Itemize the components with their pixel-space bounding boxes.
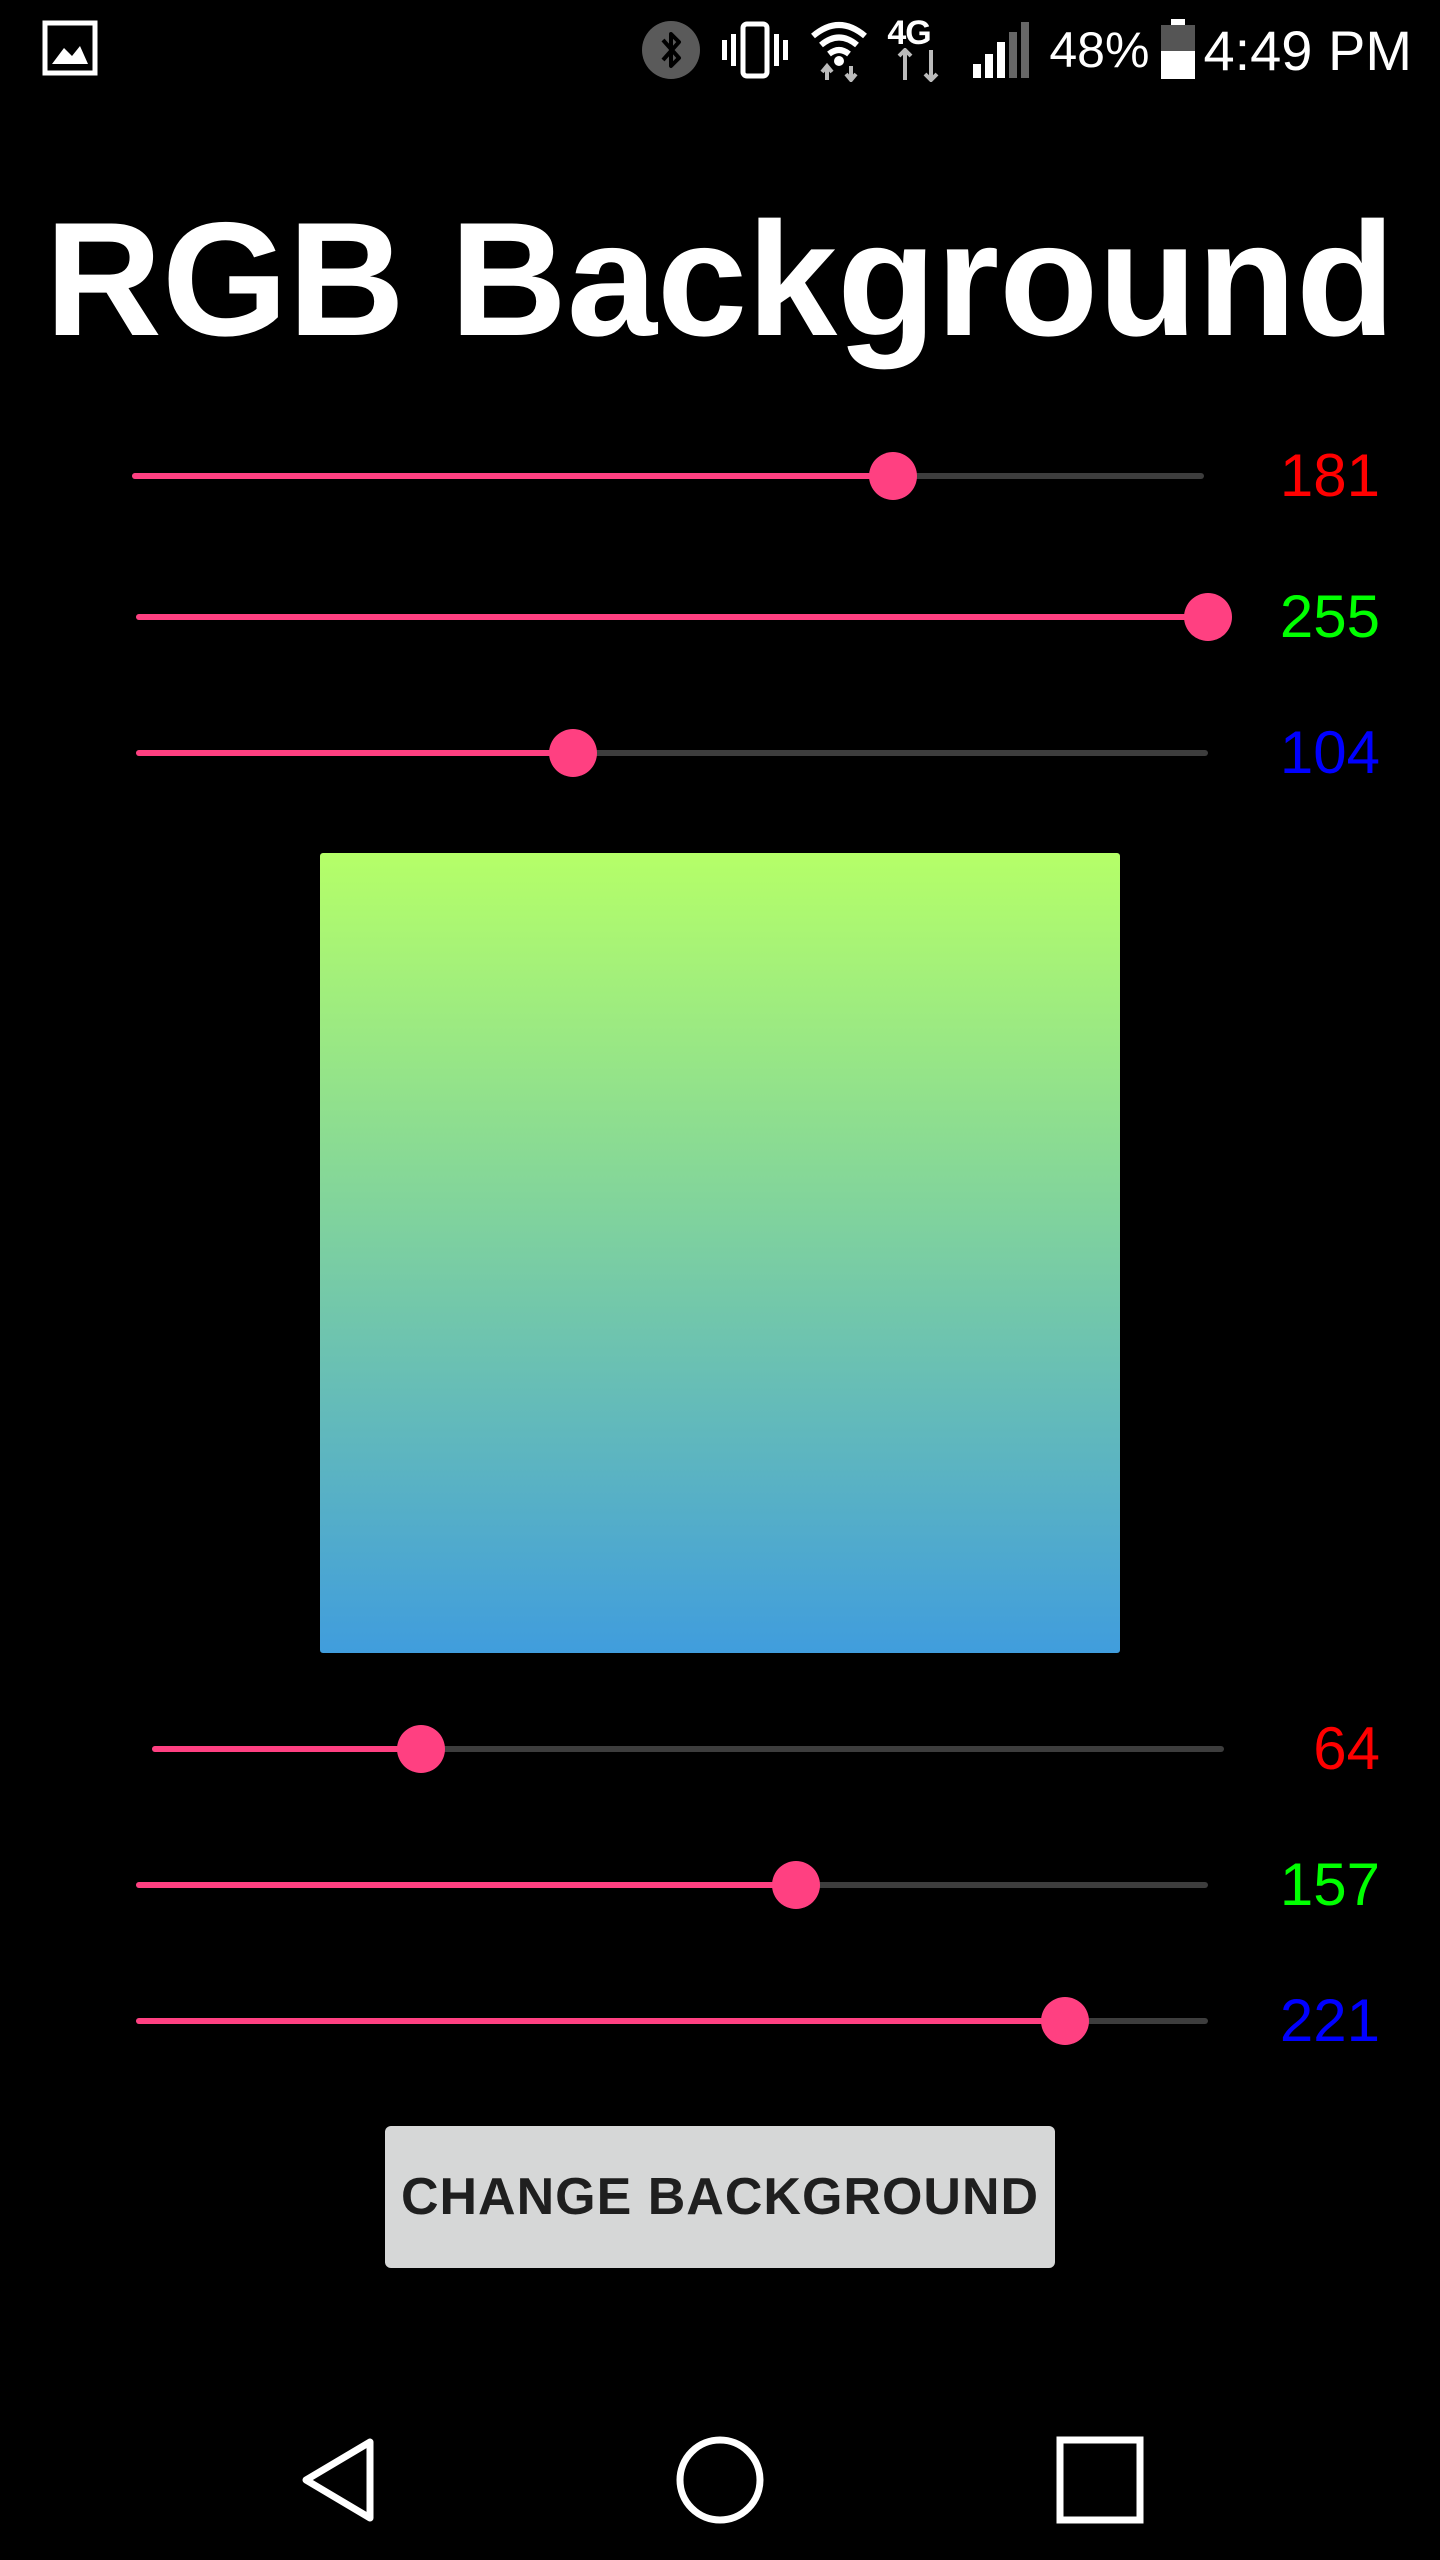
top-red-value: 181 (1279, 442, 1380, 509)
lte-icon: 4G (887, 14, 953, 82)
bluetooth-icon (642, 21, 701, 79)
home-icon (676, 2436, 764, 2524)
page-title: RGB Background (44, 189, 1396, 370)
navigation-bar (0, 2390, 1440, 2560)
slider-thumb[interactable] (397, 1725, 446, 1773)
status-bar: 4G 48% 4:49 PM (0, 0, 1440, 100)
bottom-blue-slider[interactable] (136, 1981, 1208, 2061)
gallery-icon (42, 20, 98, 76)
change-background-button[interactable]: CHANGE BACKGROUND (385, 2126, 1055, 2268)
bottom-blue-value: 221 (1279, 1987, 1380, 2054)
slider-track (152, 1746, 1224, 1752)
top-green-slider[interactable] (136, 577, 1232, 657)
slider-fill (136, 750, 574, 756)
slider-thumb[interactable] (1041, 1997, 1090, 2045)
status-icons: 4G 48% 4:49 PM (641, 14, 1412, 86)
bottom-red-row: 64 (0, 1709, 1440, 1789)
top-blue-slider[interactable] (136, 713, 1208, 793)
home-button[interactable] (660, 2420, 780, 2540)
slider-fill (136, 2018, 1066, 2024)
bottom-red-slider[interactable] (152, 1709, 1224, 1789)
lte-label: 4G (887, 14, 931, 52)
slider-thumb[interactable] (772, 1861, 821, 1909)
battery-percent: 48% (1049, 22, 1150, 78)
bottom-blue-row: 221 (0, 1981, 1440, 2061)
slider-fill (136, 614, 1208, 620)
top-green-row: 255 (0, 577, 1440, 657)
back-button[interactable] (280, 2420, 400, 2540)
back-icon (302, 2438, 374, 2522)
top-red-row: 181 (0, 436, 1440, 516)
recents-button[interactable] (1040, 2420, 1160, 2540)
gradient-preview (320, 853, 1120, 1653)
clock: 4:49 PM (1203, 18, 1412, 82)
slider-track (136, 750, 1208, 756)
battery-icon (1161, 19, 1196, 79)
slider-fill (132, 473, 893, 479)
recents-icon (1056, 2436, 1144, 2524)
slider-fill (136, 1882, 797, 1888)
top-red-slider[interactable] (132, 436, 1204, 516)
bottom-green-slider[interactable] (136, 1845, 1208, 1925)
bottom-green-row: 157 (0, 1845, 1440, 1925)
slider-thumb[interactable] (1184, 593, 1232, 641)
slider-thumb[interactable] (868, 452, 917, 500)
signal-icon (973, 22, 1030, 78)
wifi-icon (811, 22, 868, 82)
top-green-value: 255 (1279, 583, 1380, 650)
slider-fill (152, 1746, 422, 1752)
vibrate-icon (722, 21, 789, 79)
bottom-red-value: 64 (1313, 1715, 1380, 1782)
top-blue-row: 104 (0, 713, 1440, 793)
slider-thumb[interactable] (549, 729, 598, 777)
bottom-green-value: 157 (1279, 1851, 1380, 1918)
top-blue-value: 104 (1279, 719, 1380, 786)
